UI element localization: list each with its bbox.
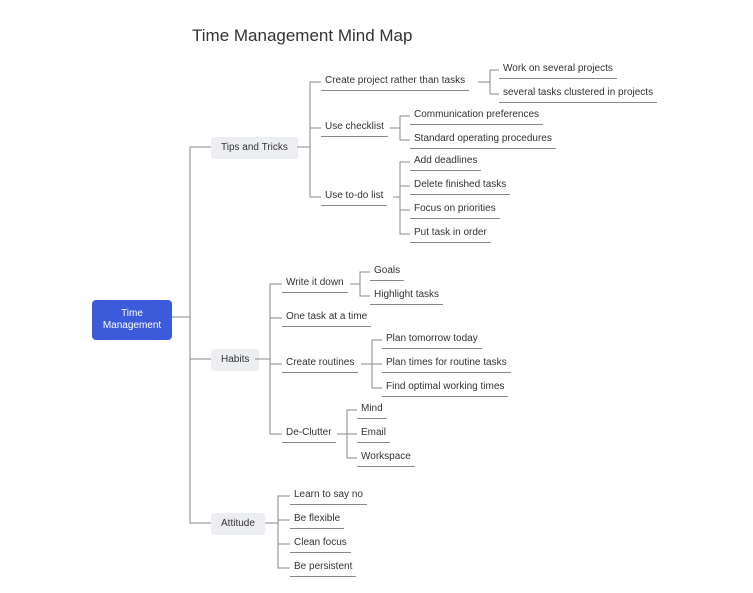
leaf-clean-focus: Clean focus	[290, 535, 351, 553]
branch-attitude-label: Attitude	[221, 518, 255, 529]
leaf-one-task: One task at a time	[282, 309, 371, 327]
leaf-work-several: Work on several projects	[499, 61, 617, 79]
branch-tips: Tips and Tricks	[211, 137, 298, 159]
leaf-tasks-clustered: several tasks clustered in projects	[499, 85, 657, 103]
leaf-say-no: Learn to say no	[290, 487, 367, 505]
branch-habits: Habits	[211, 349, 259, 371]
leaf-write-down: Write it down	[282, 275, 348, 293]
leaf-plan-times: Plan times for routine tasks	[382, 355, 511, 373]
leaf-mind: Mind	[357, 401, 387, 419]
leaf-goals: Goals	[370, 263, 404, 281]
leaf-delete-finished: Delete finished tasks	[410, 177, 510, 195]
root-node: TimeManagement	[92, 300, 172, 340]
leaf-find-optimal: Find optimal working times	[382, 379, 508, 397]
leaf-use-todo: Use to-do list	[321, 188, 387, 206]
leaf-focus-priorities: Focus on priorities	[410, 201, 500, 219]
leaf-persistent: Be persistent	[290, 559, 356, 577]
leaf-email: Email	[357, 425, 390, 443]
leaf-plan-tomorrow: Plan tomorrow today	[382, 331, 482, 349]
root-label: TimeManagement	[103, 308, 161, 331]
leaf-sops: Standard operating procedures	[410, 131, 556, 149]
branch-tips-label: Tips and Tricks	[221, 142, 288, 153]
branch-habits-label: Habits	[221, 354, 249, 365]
leaf-create-project: Create project rather than tasks	[321, 73, 469, 91]
branch-attitude: Attitude	[211, 513, 265, 535]
leaf-highlight: Highlight tasks	[370, 287, 443, 305]
leaf-create-routines: Create routines	[282, 355, 358, 373]
leaf-put-order: Put task in order	[410, 225, 491, 243]
leaf-workspace: Workspace	[357, 449, 415, 467]
leaf-comm-prefs: Communication preferences	[410, 107, 543, 125]
leaf-flexible: Be flexible	[290, 511, 344, 529]
leaf-add-deadlines: Add deadlines	[410, 153, 481, 171]
leaf-declutter: De-Clutter	[282, 425, 336, 443]
leaf-use-checklist: Use checklist	[321, 119, 388, 137]
diagram-title: Time Management Mind Map	[192, 26, 412, 46]
